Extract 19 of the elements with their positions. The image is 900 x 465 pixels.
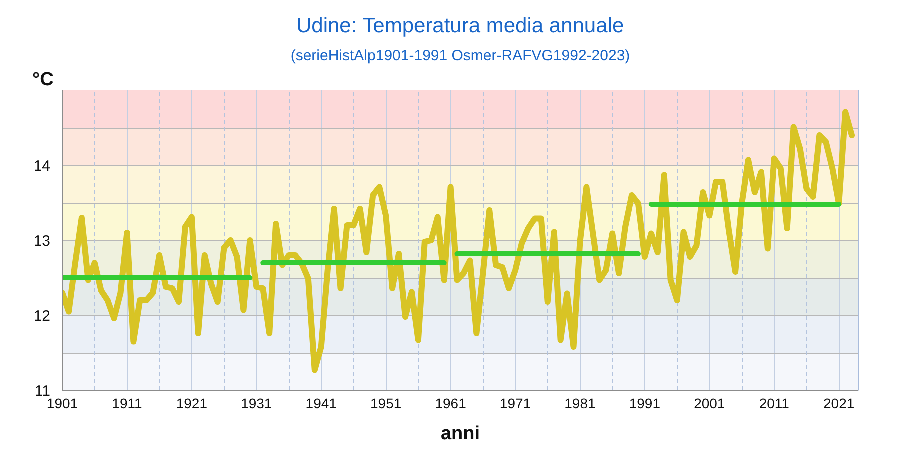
x-tick-label: 1981 <box>564 396 596 412</box>
x-tick-label: 1911 <box>112 396 142 412</box>
x-tick-label: 1971 <box>500 396 532 412</box>
x-tick-label: 2011 <box>759 396 790 412</box>
y-tick-label: 13 <box>34 233 51 250</box>
x-tick-label: 1921 <box>176 396 208 412</box>
x-tick-label: 1951 <box>370 396 402 412</box>
x-tick-label: 2021 <box>824 396 855 412</box>
chart-subtitle: (serieHistAlp1901-1991 Osmer-RAFVG1992-2023) <box>290 48 630 64</box>
x-tick-label: 1991 <box>629 396 661 412</box>
y-axis-title: °C <box>32 70 54 90</box>
chart-title: Udine: Temperatura media annuale <box>296 14 624 38</box>
x-tick-label: 2001 <box>694 396 726 412</box>
x-tick-label: 1931 <box>241 396 272 412</box>
y-tick-label: 12 <box>34 308 51 325</box>
x-axis-title: anni <box>440 424 480 444</box>
x-tick-label: 1961 <box>435 396 467 412</box>
x-tick-label: 1941 <box>306 396 338 412</box>
y-tick-label: 14 <box>34 158 51 175</box>
